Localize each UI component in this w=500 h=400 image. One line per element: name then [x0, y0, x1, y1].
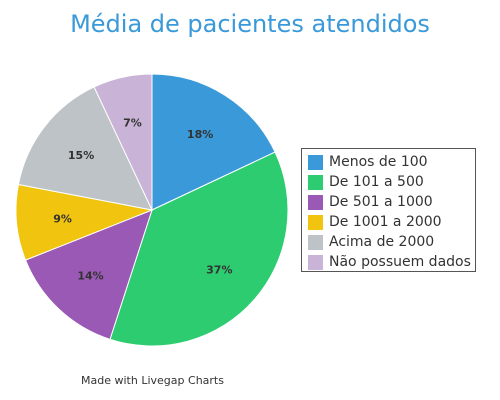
legend-item: Não possuem dados — [308, 252, 475, 272]
credit-text: Made with Livegap Charts — [81, 374, 224, 387]
slice-label-4: 9% — [53, 212, 72, 225]
pie-slice-2 — [109, 151, 289, 347]
legend-label: Não possuem dados — [329, 254, 471, 270]
legend-swatch — [308, 254, 323, 270]
legend-item: De 501 a 1000 — [308, 192, 475, 212]
legend-label: De 1001 a 2000 — [329, 214, 442, 230]
pie-slice-1 — [151, 73, 276, 211]
chart-title: Média de pacientes atendidos — [70, 10, 430, 38]
slice-label-6: 7% — [123, 116, 142, 129]
slice-label-3: 14% — [77, 269, 103, 282]
pie-slice-6 — [93, 73, 153, 211]
legend-swatch — [308, 174, 323, 190]
legend-item: Acima de 2000 — [308, 232, 475, 252]
legend-swatch — [308, 214, 323, 230]
legend-item: De 1001 a 2000 — [308, 212, 475, 232]
slice-label-1: 18% — [187, 128, 213, 141]
legend-swatch — [308, 154, 323, 170]
legend-item: De 101 a 500 — [308, 172, 475, 192]
pie-slice-3 — [24, 209, 153, 340]
legend-label: Menos de 100 — [329, 154, 428, 170]
slice-label-5: 15% — [68, 149, 94, 162]
legend-swatch — [308, 234, 323, 250]
legend-label: De 501 a 1000 — [329, 194, 433, 210]
legend-label: De 101 a 500 — [329, 174, 424, 190]
slice-label-2: 37% — [206, 263, 232, 276]
legend-item: Menos de 100 — [308, 152, 475, 172]
legend-label: Acima de 2000 — [329, 234, 435, 250]
legend-swatch — [308, 194, 323, 210]
chart-legend: Menos de 100 De 101 a 500 De 501 a 1000 De … — [301, 148, 476, 272]
pie-slice-5 — [17, 86, 153, 211]
